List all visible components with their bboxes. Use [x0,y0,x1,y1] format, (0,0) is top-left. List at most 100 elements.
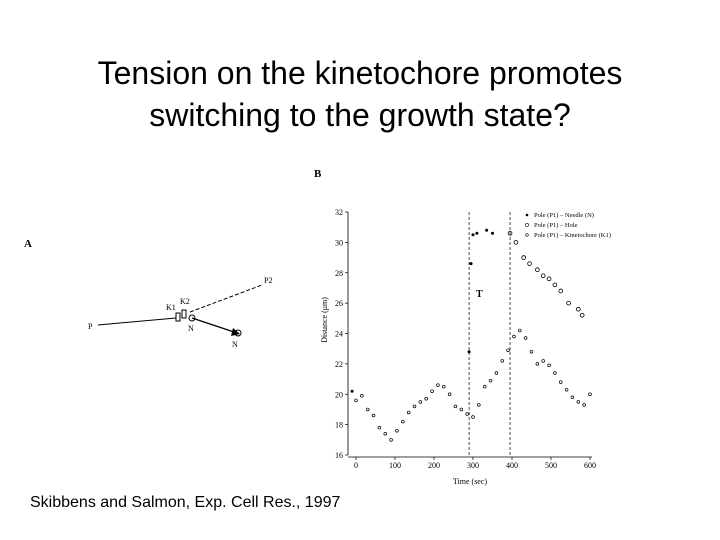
data-point-series-2 [527,261,532,266]
y-tick-label: 26 [335,299,343,308]
data-point-series-3 [482,384,487,389]
data-point-series-3 [477,403,481,407]
x-tick-label: 100 [389,461,401,470]
y-axis-label: Distance (μm) [320,297,329,343]
data-point-series-2 [535,267,540,273]
data-point-series-2 [575,306,581,312]
data-point-series-3 [395,428,399,433]
needle-arrow [191,317,235,333]
panel-b: B 0 100 200 300 400 500 600161820222426283032 … [314,168,611,486]
legend-item-needle: Pole (P1) – Needle (N) [534,212,594,219]
label-n: N [188,324,194,333]
chart-ticks: 0 100 200 300 400 500 600 16 18 20 22 24 26 28 30 32 [335,208,596,470]
data-point-series-2 [552,282,558,288]
data-point-series-3 [500,359,505,363]
y-tick-label: 18 [335,421,343,430]
data-point-series-3 [547,363,551,368]
data-point-series-3 [512,334,516,339]
data-point-series-3 [406,410,411,415]
x-tick-label: 500 [545,461,557,470]
data-point-series-3 [459,407,464,412]
data-point-series-3 [582,403,586,407]
data-point-series-2 [579,312,585,318]
data-point-series-3 [494,371,499,375]
y-tick-label: 22 [335,360,343,369]
data-point-series-1 [471,233,475,237]
data-point-series-2 [540,273,546,279]
data-point-series-3 [553,371,557,375]
needle-tip-moved [234,329,242,337]
data-point-series-3 [588,392,592,397]
data-point-series-1 [467,350,471,354]
data-point-series-3 [453,404,458,409]
data-point-series-3 [360,394,364,398]
y-tick-label: 16 [335,451,343,460]
slide-title-line-1: Tension on the kinetochore promotes [97,55,623,91]
x-tick-label: 600 [584,461,596,470]
data-point-series-2 [521,255,526,260]
needle-tip-n [188,314,196,322]
data-point-series-3 [401,419,405,424]
data-point-series-3 [518,328,522,333]
label-p2: P2 [264,276,272,285]
data-point-series-3 [488,378,493,383]
data-point-series-3 [465,412,469,416]
data-point-series-3 [529,349,534,354]
panel-b-label: B [314,168,322,180]
data-point-series-1 [469,262,473,266]
data-point-series-2 [558,288,564,294]
data-point-series-3 [523,336,528,340]
x-tick-label: 300 [467,461,479,470]
label-k1: K1 [166,303,176,312]
data-point-series-3 [570,395,575,400]
data-point-series-1 [491,231,494,235]
legend-marker-kinetochore [525,233,529,237]
data-point-series-1 [475,231,479,235]
data-point-series-2 [513,240,519,245]
y-tick-label: 30 [335,238,343,247]
chart-axes [347,212,592,458]
label-p: P [88,322,93,331]
x-tick-label: 400 [506,461,518,470]
data-point-series-3 [471,415,475,419]
data-point-series-3 [576,400,581,404]
kinetochore-k1 [175,312,181,322]
citation: Skibbens and Salmon, Exp. Cell Res., 199… [30,494,341,511]
x-tick-label: 200 [428,461,440,470]
legend-marker-needle [525,213,529,217]
y-tick-label: 20 [335,390,343,399]
data-point-series-3 [442,384,446,389]
data-point-series-3 [558,380,563,384]
data-point-series-3 [447,392,452,397]
data-point-series-3 [389,438,393,442]
data-point-series-1 [350,389,354,393]
data-point-series-3 [418,400,423,404]
slide-title: Tension on the kinetochore promotes swit… [0,52,720,136]
legend-marker-hole [525,223,529,227]
chart-points [350,228,592,442]
panel-a: A P P2 K1 K2 N N [24,238,272,349]
chart-vertical-lines [468,212,511,455]
y-tick-label: 28 [335,269,343,278]
data-point-series-2 [507,230,513,236]
legend-item-kinetochore: Pole (P1) – Kinetochore (K1) [534,232,611,239]
data-point-series-2 [546,276,552,282]
kinetochore-k2 [181,309,187,319]
x-axis-label: Time (sec) [453,477,487,486]
y-tick-label: 32 [335,208,343,217]
data-point-series-3 [541,359,545,363]
data-point-series-3 [365,407,370,412]
data-point-series-3 [506,348,510,352]
x-tick-label: 0 [354,461,358,470]
annotation-t: T [476,289,483,300]
data-point-series-3 [383,431,388,436]
data-point-series-3 [377,425,382,430]
k2-to-p2-line [189,284,263,313]
data-point-series-3 [436,383,440,387]
data-point-series-3 [535,362,540,366]
data-point-series-1 [485,228,489,232]
data-point-series-3 [430,389,434,393]
slide-title-line-2: switching to the growth state? [149,97,571,133]
panel-a-label: A [24,238,32,250]
